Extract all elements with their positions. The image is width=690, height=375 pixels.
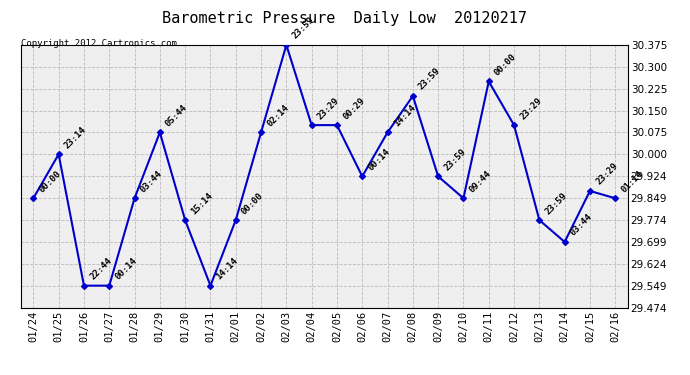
Text: 23:59: 23:59 [290,15,316,41]
Text: 02:14: 02:14 [265,103,290,128]
Text: 23:29: 23:29 [316,96,341,121]
Text: 03:44: 03:44 [139,169,164,194]
Text: 00:00: 00:00 [37,169,63,194]
Text: 00:14: 00:14 [366,147,392,172]
Text: 00:00: 00:00 [493,52,518,77]
Text: 23:59: 23:59 [417,66,442,92]
Text: 00:14: 00:14 [113,256,139,282]
Text: 14:14: 14:14 [215,256,240,282]
Text: Barometric Pressure  Daily Low  20120217: Barometric Pressure Daily Low 20120217 [163,11,527,26]
Text: 01:14: 01:14 [620,169,644,194]
Text: 00:29: 00:29 [341,96,366,121]
Text: 03:44: 03:44 [569,212,594,238]
Text: 05:44: 05:44 [164,103,189,128]
Text: 23:59: 23:59 [544,190,569,216]
Text: 22:44: 22:44 [88,256,113,282]
Text: 23:59: 23:59 [442,147,468,172]
Text: 14:14: 14:14 [392,103,417,128]
Text: 23:29: 23:29 [518,96,544,121]
Text: Copyright 2012 Cartronics.com: Copyright 2012 Cartronics.com [21,39,177,48]
Text: 23:29: 23:29 [594,161,620,187]
Text: 23:14: 23:14 [63,125,88,150]
Text: 09:44: 09:44 [468,169,493,194]
Text: 15:14: 15:14 [189,190,215,216]
Text: 00:00: 00:00 [240,190,265,216]
